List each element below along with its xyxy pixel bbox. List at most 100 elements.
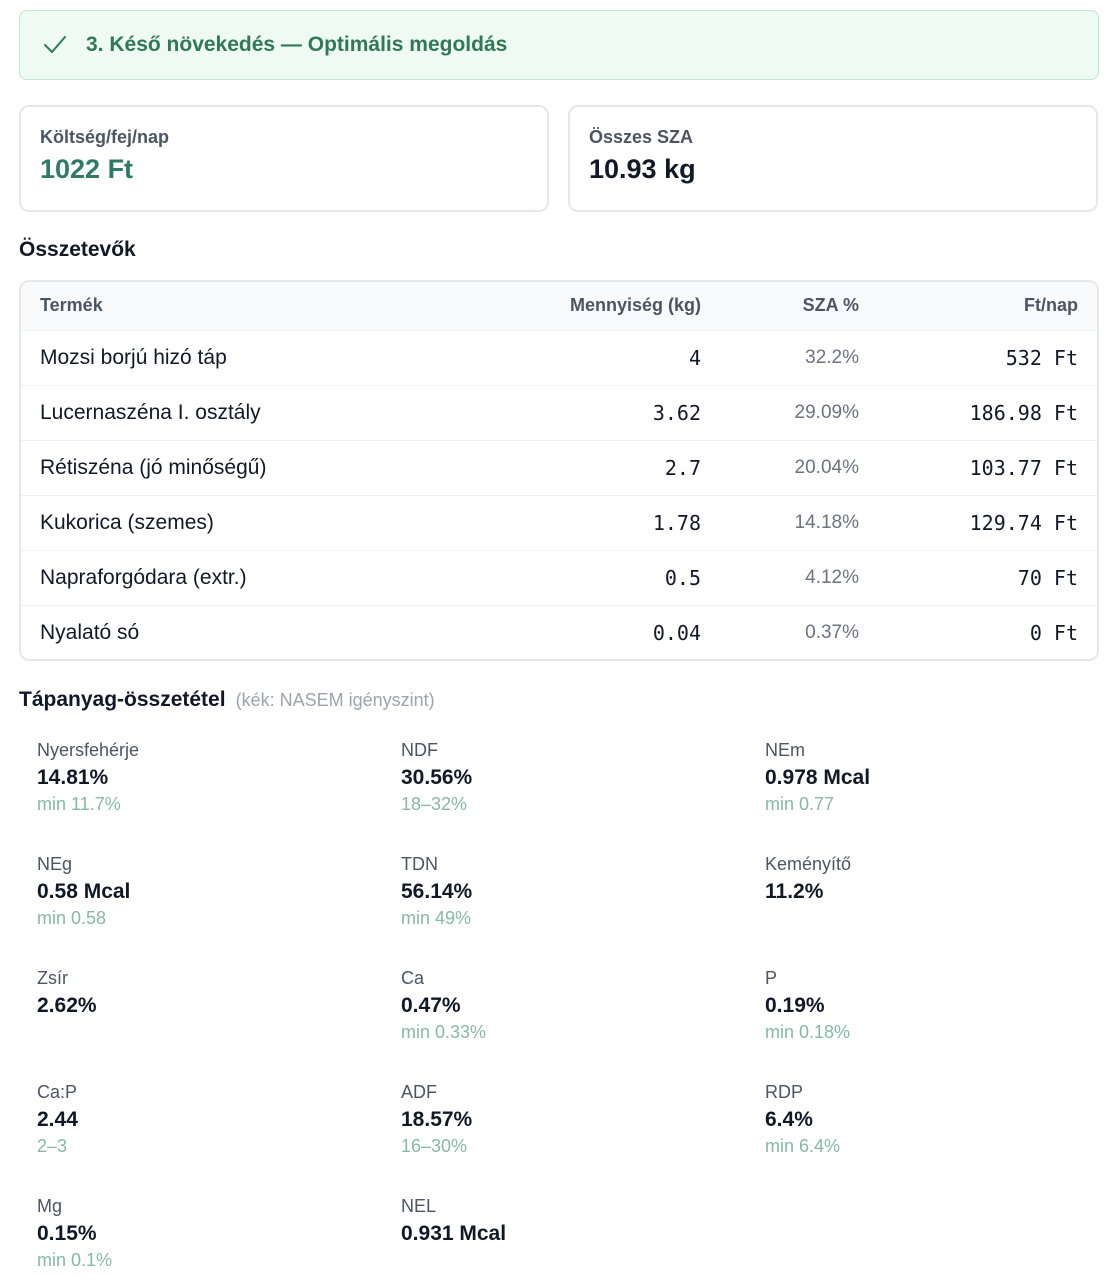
ingredient-name: Rétiszéna (jó minőségű) <box>21 439 521 495</box>
nutrient-item: NEL 0.931 Mcal <box>401 1196 765 1282</box>
nutrient-requirement: min 0.58 <box>37 908 107 928</box>
nutrient-label: Mg <box>37 1196 63 1216</box>
nutrient-value: 6.4% <box>765 1108 813 1131</box>
nutrient-label: NDF <box>401 740 438 760</box>
nutrient-label: Ca:P <box>37 1082 78 1102</box>
nutrient-item: NDF 30.56% 18–32% <box>401 740 765 854</box>
nutrient-item: Keményítő 11.2% <box>765 854 1097 968</box>
nutrient-label: Zsír <box>37 968 68 988</box>
table-header-row: Termék Mennyiség (kg) SZA % Ft/nap <box>21 282 1097 330</box>
banner-title: 3. Késő növekedés — Optimális megoldás <box>86 33 508 56</box>
sza-label: Összes SZA <box>589 127 694 147</box>
nutrient-item: RDP 6.4% min 6.4% <box>765 1082 1097 1196</box>
nutrient-requirement: 18–32% <box>401 794 468 814</box>
nutrient-requirement: min 11.7% <box>37 794 121 814</box>
nutrient-label: TDN <box>401 854 438 874</box>
nutrient-requirement: min 0.77 <box>765 794 835 814</box>
table-row: Lucernaszéna I. osztály 3.62 29.09% 186.98 … <box>21 384 1097 440</box>
nutrient-item: NEg 0.58 Mcal min 0.58 <box>37 854 401 968</box>
nutrient-label: Nyersfehérje <box>37 740 140 760</box>
ingredient-cost: 186.98 Ft <box>859 384 1097 440</box>
table-row: Mozsi borjú hizó táp 4 32.2% 532 Ft <box>21 329 1097 385</box>
table-row: Rétiszéna (jó minőségű) 2.7 20.04% 103.77 F… <box>21 439 1097 495</box>
nutrient-requirement <box>37 1022 401 1044</box>
nutrient-label: ADF <box>401 1082 437 1102</box>
nutrients-title: Tápanyag-összetétel (kék: NASEM igényszin… <box>19 688 435 712</box>
ingredient-qty: 0.5 <box>521 549 701 605</box>
nutrient-requirement <box>401 1250 765 1272</box>
nutrient-requirement <box>765 908 1097 930</box>
nutrient-value: 0.47% <box>401 994 461 1017</box>
solution-banner: 3. Késő növekedés — Optimális megoldás <box>19 10 1099 80</box>
nutrient-value: 18.57% <box>401 1108 473 1131</box>
nutrient-value: 30.56% <box>401 766 473 789</box>
col-pct: SZA % <box>802 295 859 316</box>
col-qty: Mennyiség (kg) <box>569 295 701 316</box>
ingredient-qty: 4 <box>521 329 701 385</box>
ingredient-pct: 14.18% <box>701 494 859 550</box>
nutrient-value: 2.44 <box>37 1108 78 1131</box>
nutrient-value: 0.931 Mcal <box>401 1222 507 1245</box>
nutrient-label: Ca <box>401 968 425 988</box>
ingredient-qty: 1.78 <box>521 494 701 550</box>
ingredients-title: Összetevők <box>19 238 136 261</box>
cost-card: Költség/fej/nap 1022 Ft <box>19 105 549 212</box>
cost-label: Költség/fej/nap <box>40 127 170 147</box>
ingredient-pct: 0.37% <box>701 604 859 659</box>
nutrient-value: 0.19% <box>765 994 825 1017</box>
nutrient-label: RDP <box>765 1082 804 1102</box>
ingredient-pct: 4.12% <box>701 549 859 605</box>
ingredient-pct: 29.09% <box>701 384 859 440</box>
ingredients-table: Termék Mennyiség (kg) SZA % Ft/nap Mozsi… <box>19 280 1099 661</box>
ingredient-cost: 0 Ft <box>859 604 1097 659</box>
ingredient-cost: 70 Ft <box>859 549 1097 605</box>
nutrient-item: P 0.19% min 0.18% <box>765 968 1097 1082</box>
nutrient-value: 56.14% <box>401 880 473 903</box>
nutrient-label: NEg <box>37 854 73 874</box>
ingredient-name: Lucernaszéna I. osztály <box>21 384 521 440</box>
table-row: Nyalató só 0.04 0.37% 0 Ft <box>21 604 1097 659</box>
nutrient-requirement: min 0.33% <box>401 1022 487 1042</box>
ingredient-name: Napraforgódara (extr.) <box>21 549 521 605</box>
nutrient-item: Nyersfehérje 14.81% min 11.7% <box>37 740 401 854</box>
ingredient-qty: 3.62 <box>521 384 701 440</box>
ingredient-name: Mozsi borjú hizó táp <box>21 329 521 385</box>
ingredient-pct: 20.04% <box>701 439 859 495</box>
nutrient-item: Ca:P 2.44 2–3 <box>37 1082 401 1196</box>
nutrient-item: ADF 18.57% 16–30% <box>401 1082 765 1196</box>
nutrient-label: NEL <box>401 1196 437 1216</box>
nutrient-requirement: 2–3 <box>37 1136 68 1156</box>
nutrient-label: NEm <box>765 740 805 760</box>
nutrient-value: 0.58 Mcal <box>37 880 131 903</box>
nutrient-label: P <box>765 968 778 988</box>
ingredient-cost: 103.77 Ft <box>859 439 1097 495</box>
table-row: Kukorica (szemes) 1.78 14.18% 129.74 Ft <box>21 494 1097 550</box>
nutrients-grid: Nyersfehérje 14.81% min 11.7% NDF 30.56% 18–3… <box>37 740 1097 1282</box>
nutrient-value: 0.15% <box>37 1222 97 1245</box>
nutrient-value: 14.81% <box>37 766 109 789</box>
ingredient-cost: 532 Ft <box>859 329 1097 385</box>
ingredient-qty: 0.04 <box>521 604 701 659</box>
nutrient-label: Keményítő <box>765 854 852 874</box>
cost-value: 1022 Ft <box>40 154 134 184</box>
sza-value: 10.93 kg <box>589 154 696 184</box>
nutrient-requirement: min 0.1% <box>37 1250 113 1270</box>
ingredient-qty: 2.7 <box>521 439 701 495</box>
ingredient-name: Kukorica (szemes) <box>21 494 521 550</box>
nutrient-requirement: 16–30% <box>401 1136 468 1156</box>
nutrient-requirement: min 0.18% <box>765 1022 851 1042</box>
col-product: Termék <box>40 295 103 316</box>
nutrient-value: 11.2% <box>765 880 824 903</box>
nutrient-requirement: min 6.4% <box>765 1136 841 1156</box>
ingredient-cost: 129.74 Ft <box>859 494 1097 550</box>
col-cost: Ft/nap <box>1024 295 1078 316</box>
nutrients-hint: (kék: NASEM igényszint) <box>235 690 435 710</box>
nutrient-item: NEm 0.978 Mcal min 0.77 <box>765 740 1097 854</box>
nutrient-item: Ca 0.47% min 0.33% <box>401 968 765 1082</box>
nutrient-requirement: min 49% <box>401 908 472 928</box>
nutrient-item: Zsír 2.62% <box>37 968 401 1082</box>
table-row: Napraforgódara (extr.) 0.5 4.12% 70 Ft <box>21 549 1097 605</box>
nutrient-item: Mg 0.15% min 0.1% <box>37 1196 401 1282</box>
nutrient-item: TDN 56.14% min 49% <box>401 854 765 968</box>
ingredient-pct: 32.2% <box>701 329 859 385</box>
